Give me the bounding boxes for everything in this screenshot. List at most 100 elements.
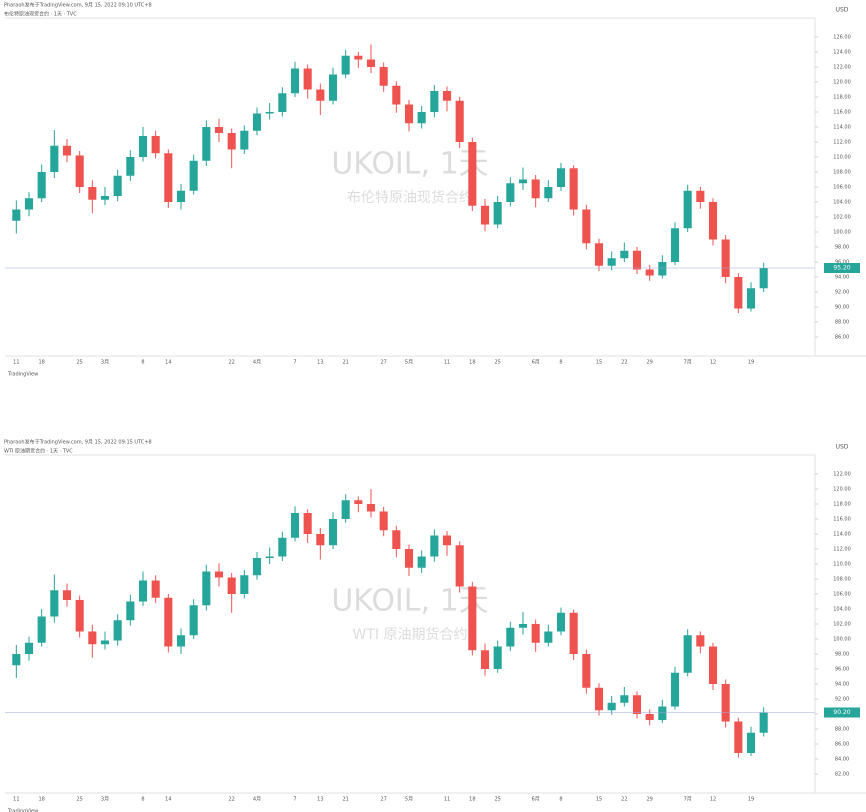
x-tick-label: 8 [559,797,562,803]
last-price-label: 90.20 [833,709,850,716]
x-tick-label: 8 [141,360,144,366]
candle-body [417,556,426,568]
x-tick-label: 11 [444,797,450,803]
watermark: UKOIL, 1天 [331,147,488,182]
candle-body [202,571,211,606]
y-tick-label: 114.00 [833,532,851,538]
candle-body [518,179,528,184]
x-tick-label: 7 [293,797,296,803]
candle-body [696,190,705,202]
candle-body [556,612,566,632]
y-tick-label: 96.00 [835,667,849,673]
y-tick-label: 98.00 [835,245,849,251]
candle-body [404,549,414,568]
x-tick-label: 4月 [253,360,261,366]
candle-body [341,500,350,519]
y-tick-label: 106.00 [833,185,851,191]
candle-body [620,695,629,703]
candle-body [632,250,642,270]
candle-body [506,627,515,647]
candle-body [442,91,452,101]
y-tick-label: 84.00 [835,757,849,763]
y-tick-label: 122.00 [833,65,851,71]
candle-body [240,130,249,150]
candle-body [480,205,490,225]
candle-body [189,160,198,191]
candle-body [202,127,211,161]
candle-body [113,175,122,196]
candle-body [227,133,236,150]
candle-body [582,654,591,688]
candle-body [696,635,705,647]
y-tick-label: 116.00 [833,110,851,116]
candle-body [151,136,160,154]
candle-body [670,228,680,262]
y-tick-label: 126.00 [833,35,851,41]
candle-body [265,112,274,114]
author-line: Pharaoh发布于TradingView.com, 9月 15, 2022 0… [4,2,152,9]
candle-body [278,537,287,557]
candle-body [62,590,72,600]
y-tick-label: 110.00 [833,155,851,161]
x-tick-label: 29 [646,797,652,803]
candle-body [493,646,502,669]
watermark-sub: 布伦特原油现货合约 [347,189,473,206]
candle-body [455,545,464,587]
author-line: Pharaoh发布于TradingView.com, 9月 15, 2022 0… [4,439,152,446]
candle-body [366,504,376,512]
candle-body [126,157,135,176]
candle-body [189,605,198,636]
y-tick-label: 120.00 [833,80,851,86]
candle-body [176,635,186,647]
candle-body [176,190,186,202]
x-tick-label: 18 [469,797,475,803]
candle-body [164,597,173,647]
candle-body [151,580,160,598]
candle-body [75,600,84,632]
candle-body [214,571,224,578]
candle-body [455,100,464,142]
candle-body [290,68,300,94]
candle-body [734,721,743,753]
x-tick-label: 12 [710,797,716,803]
y-tick-label: 94.00 [835,682,849,688]
y-tick-label: 116.00 [833,517,851,523]
candle-body [430,535,439,557]
candle-body [37,616,46,643]
candle-body [670,672,680,707]
candle-body [683,635,692,673]
candle-body [303,68,312,90]
y-tick-label: 100.00 [833,230,851,236]
chart-title: 布伦特原油现货合约 · 1天 · TVC [4,11,77,18]
candle-body [50,590,59,617]
y-tick-label: 96.00 [835,260,849,266]
x-tick-label: 8 [559,360,562,366]
candle-body [88,187,97,200]
candle-body [252,558,262,576]
x-tick-label: 15 [596,360,602,366]
y-tick-label: 106.00 [833,592,851,598]
candle-body [632,695,642,714]
x-tick-label: 18 [38,360,44,366]
candle-body [341,55,350,75]
x-tick-label: 18 [469,360,475,366]
y-tick-label: 88.00 [835,727,849,733]
y-tick-label: 122.00 [833,472,851,478]
candle-body [759,712,768,733]
last-price-tag [824,263,860,273]
brand: TradingView [7,372,38,378]
x-tick-label: 14 [165,797,171,803]
candle-body [252,113,262,131]
candle-body [100,640,110,645]
candle-body [379,511,388,531]
y-tick-label: 108.00 [833,170,851,176]
last-price-label: 95.20 [833,265,850,272]
y-tick-label: 88.00 [835,320,849,326]
candle-body [430,91,439,112]
candle-body [113,620,122,641]
candle-body [734,277,743,309]
chart-panel: Pharaoh发布于TradingView.com, 9月 15, 2022 0… [4,439,866,812]
y-tick-label: 118.00 [833,95,851,101]
y-tick-label: 108.00 [833,577,851,583]
candle-body [645,714,654,720]
